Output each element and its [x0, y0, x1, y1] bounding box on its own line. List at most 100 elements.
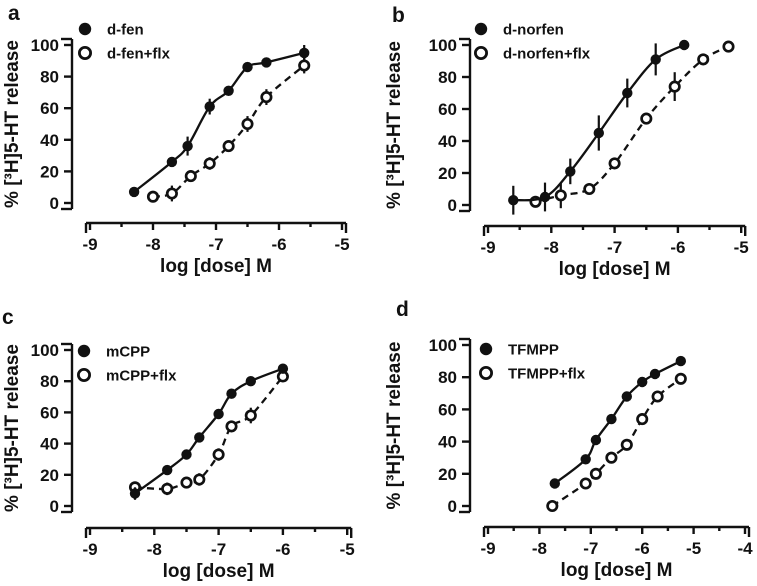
open-circle-marker	[620, 438, 633, 451]
filled-circle-marker	[593, 127, 604, 139]
open-circle-marker	[651, 390, 664, 403]
series-TFMPP	[549, 355, 686, 489]
y-tick-label: 60	[438, 100, 457, 119]
markers	[146, 59, 311, 203]
series-mCPP+flx	[128, 370, 289, 496]
y-tick-label: 0	[50, 497, 59, 516]
x-tick-label: -5	[734, 238, 749, 257]
filled-circle-marker	[162, 464, 173, 476]
x-tick-label: -7	[208, 235, 223, 254]
x-tick-label: -7	[607, 238, 622, 257]
open-circle-marker	[546, 499, 559, 513]
panel-c: c 0 20 40 60 80 100 % [³H]5-HT release -9 -8 -7 -6…	[0, 293, 378, 586]
x-tick-label: -5	[334, 235, 349, 254]
x-tick-label: -8	[147, 540, 162, 559]
filled-circle-marker	[129, 488, 141, 499]
filled-circle-marker	[590, 434, 602, 446]
filled-circle-marker	[261, 57, 272, 68]
open-circle-marker	[554, 189, 567, 202]
open-circle-marker	[180, 476, 193, 489]
x-axis-title: log [dose] M	[163, 561, 275, 582]
x-tick-label: -6	[635, 539, 650, 558]
y-tick-label: 100	[429, 336, 457, 355]
filled-circle-marker	[299, 47, 310, 59]
filled-circle-marker	[242, 61, 253, 73]
legend: d-fen d-fen+flx	[78, 22, 171, 63]
x-axis	[84, 221, 348, 233]
error-bars	[534, 43, 730, 209]
x-tick-label: -6	[670, 238, 685, 257]
open-circle-marker	[241, 117, 254, 131]
filled-circle-marker	[637, 376, 648, 388]
y-tick-label: 80	[438, 68, 457, 87]
y-tick-label: 0	[448, 196, 457, 215]
y-tick-label: 20	[438, 164, 457, 183]
x-tick-label: -5	[340, 540, 355, 559]
legend-label: TFMPP	[508, 342, 559, 359]
markers	[128, 370, 289, 495]
open-circle-marker	[608, 157, 621, 170]
x-tick-label: -7	[583, 539, 598, 558]
filled-circle-marker	[166, 156, 178, 168]
open-circle-marker	[165, 187, 178, 200]
y-tick-label: 40	[40, 131, 59, 150]
open-circle-marker	[260, 91, 273, 104]
filled-circle-marker	[194, 432, 205, 443]
y-axis	[459, 337, 472, 514]
legend-label: mCPP	[106, 344, 150, 361]
x-tick-label: -8	[544, 238, 559, 257]
panel-label-c: c	[2, 306, 14, 329]
series-d-norfen+flx	[529, 40, 735, 209]
filled-circle-marker	[675, 355, 686, 367]
filled-circle-marker	[182, 140, 193, 152]
legend: mCPP mCPP+flx	[77, 344, 177, 385]
panel-b: b 0 20 40 60 80 100 % [³H]5-HT release -9 -8 -7 -6…	[378, 0, 757, 293]
filled-circle-marker	[649, 368, 661, 380]
x-tick-label: -8	[532, 539, 547, 558]
y-tick-label: 60	[40, 403, 59, 422]
legend-open-circle-marker	[474, 46, 489, 61]
open-circle-marker	[161, 482, 174, 495]
x-axis	[482, 224, 747, 236]
y-tick-label: 0	[50, 194, 59, 213]
series-d-norfen	[508, 39, 690, 215]
filled-circle-marker	[679, 39, 690, 51]
filled-circle-marker	[226, 388, 237, 399]
panel-label-b: b	[392, 4, 405, 27]
panel-label-d: d	[396, 298, 409, 321]
panel-label-a: a	[8, 2, 20, 25]
open-circle-marker	[225, 420, 238, 433]
open-circle-marker	[146, 190, 160, 203]
x-tick-label: -6	[271, 235, 286, 254]
open-circle-marker	[674, 372, 687, 385]
x-axis-title: log [dose] M	[561, 560, 673, 581]
panel-a: a 0 20 40 60 80 100 % [³H]5-HT release -9 -8 -7 -6…	[0, 0, 378, 293]
open-circle-marker	[193, 473, 206, 486]
open-circle-marker	[583, 182, 596, 196]
open-circle-marker	[640, 112, 653, 125]
legend-label: d-fen	[107, 22, 144, 39]
y-tick-label: 40	[438, 433, 457, 452]
y-tick-label: 0	[448, 497, 457, 516]
markers	[129, 363, 289, 499]
x-tick-label: -9	[82, 235, 97, 254]
x-tick-label: -9	[82, 540, 97, 559]
chart-b: 0 20 40 60 80 100 % [³H]5-HT release -9 -8 -7 -6 -5…	[384, 22, 749, 281]
legend-open-circle-marker	[479, 366, 494, 381]
x-tick-label: -9	[480, 539, 495, 558]
error-bars	[151, 57, 306, 202]
filled-circle-marker	[549, 478, 560, 489]
panel-d: d 0 20 40 60 80 100 % [³H]5-HT release -9 -8 -7 -6…	[378, 293, 757, 586]
filled-circle-marker	[580, 454, 591, 465]
legend-label: mCPP+flx	[106, 368, 177, 385]
fit-curve-solid	[133, 51, 305, 193]
filled-circle-marker	[204, 101, 215, 112]
open-circle-marker	[222, 140, 235, 153]
open-circle-marker	[636, 413, 649, 426]
y-tick-label: 80	[40, 68, 59, 87]
error-bars	[186, 45, 306, 156]
y-tick-label: 20	[438, 465, 457, 484]
y-tick-label: 100	[429, 36, 457, 55]
y-tick-label: 100	[31, 36, 59, 55]
series-d-fen	[128, 45, 310, 198]
